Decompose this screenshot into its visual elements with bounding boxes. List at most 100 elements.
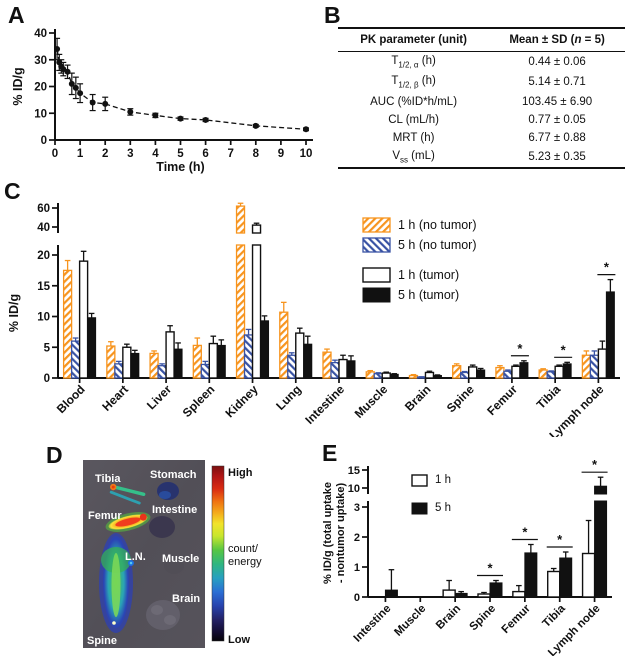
y-tick-label: 0 <box>41 135 47 147</box>
bar <box>365 371 375 379</box>
spine-organ <box>99 533 133 633</box>
bar <box>408 374 419 379</box>
bar <box>477 593 491 598</box>
bar <box>149 352 159 379</box>
colorbar-unit-line2: energy <box>228 556 262 568</box>
bar <box>114 363 124 379</box>
bar-upper-piece <box>235 205 246 234</box>
pk-parameter-cell: Vss (mL) <box>392 149 435 164</box>
bar-lower-piece <box>235 244 246 379</box>
category-label: Blood <box>54 382 88 416</box>
bar <box>373 373 383 379</box>
y-axis-label: % ID/g <box>11 67 25 105</box>
bar <box>62 269 73 379</box>
bar-lower-piece <box>594 500 608 598</box>
pk-table-row: T1/2, α (h) 0.44 ± 0.06 <box>338 52 625 73</box>
legend-swatch <box>411 502 428 515</box>
bar <box>562 363 572 379</box>
organ-label-spine: Spine <box>87 635 117 647</box>
panel-label-d: D <box>46 442 63 468</box>
y-tick-label: 40 <box>34 28 47 40</box>
bar <box>389 373 399 379</box>
bar <box>346 360 356 379</box>
bar <box>295 332 305 379</box>
bar <box>424 371 435 379</box>
category-label: Spleen <box>180 382 218 420</box>
data-point <box>64 68 71 75</box>
organ-label-intestine: Intestine <box>152 504 197 516</box>
organ-label-ln: L.N. <box>125 551 146 563</box>
bar <box>173 348 183 379</box>
pk-value-cell: 6.77 ± 0.88 <box>528 131 586 144</box>
category-label: Tibia <box>534 382 564 412</box>
legend-label: 5 h <box>435 502 451 514</box>
bar-upper-piece <box>594 485 608 495</box>
bar <box>442 589 456 598</box>
legend-label: 1 h <box>435 474 451 486</box>
tibia-organ <box>109 483 146 505</box>
bar <box>165 331 175 379</box>
y-axis-label: - nontumor uptake) <box>335 483 347 584</box>
legend-swatch <box>362 217 391 233</box>
bar <box>581 552 596 598</box>
bar <box>511 365 521 379</box>
data-point <box>252 122 259 129</box>
bar <box>554 365 564 379</box>
significance-asterisk: * <box>557 532 563 547</box>
pk-parameter-cell: T1/2, β (h) <box>391 75 436 90</box>
y-tick-label: 2 <box>354 532 360 544</box>
significance-asterisk: * <box>592 457 598 472</box>
bar <box>216 344 226 379</box>
category-label: Lung <box>273 382 304 413</box>
bar <box>581 354 592 379</box>
bar <box>467 366 478 379</box>
category-label: Liver <box>144 382 174 412</box>
pk-value-cell: 0.77 ± 0.05 <box>528 113 586 126</box>
data-point <box>102 100 109 107</box>
x-tick-label: 5 <box>177 148 184 160</box>
bar <box>432 375 442 379</box>
panel-label-a: A <box>8 2 25 28</box>
bar <box>589 354 600 379</box>
pk-value-cell: 5.23 ± 0.35 <box>528 150 586 163</box>
x-tick-label: 0 <box>52 148 58 160</box>
muscle-organ <box>164 558 184 574</box>
bar <box>546 371 556 379</box>
bar <box>384 589 398 598</box>
intestine-organ <box>149 516 175 538</box>
y-axis-label: % ID/g (total uptake <box>322 482 334 584</box>
colorbar-unit-line1: count/ <box>228 543 259 555</box>
data-point <box>202 116 209 123</box>
organ-label-tibia: Tibia <box>95 473 121 485</box>
bar <box>547 570 561 598</box>
y-tick-label: 60 <box>37 203 50 215</box>
exvivo-organ-image-panel: Tibia Stomach Femur Intestine L.N. Muscl… <box>83 460 262 648</box>
bar <box>495 366 505 379</box>
pk-parameter-cell: CL (mL/h) <box>388 113 439 126</box>
colorbar-low-label: Low <box>228 634 250 646</box>
legend-swatch <box>362 287 391 303</box>
bar <box>243 334 254 379</box>
organ-label-stomach: Stomach <box>150 469 197 481</box>
bar <box>70 340 81 379</box>
pk-parameter-cell: T1/2, α (h) <box>391 55 436 70</box>
y-tick-label: 10 <box>37 312 50 324</box>
organ-label-femur: Femur <box>88 510 122 522</box>
bar-upper-piece <box>251 224 262 234</box>
colorbar-high-label: High <box>228 467 253 479</box>
bar <box>78 260 89 379</box>
brain-organ-lobe <box>164 615 176 625</box>
y-tick-label: 0 <box>44 373 50 385</box>
bar <box>559 557 573 598</box>
pk-parameter-cell: MRT (h) <box>392 131 435 144</box>
bar <box>208 342 219 379</box>
legend-swatch <box>362 267 391 283</box>
chart-tumor-specific-uptake: 0 1 2 3 10 15 % ID/g (total uptake - nontumor u… <box>322 457 612 656</box>
category-label: Heart <box>99 382 131 414</box>
legend-swatch <box>362 237 391 253</box>
significance-asterisk: * <box>604 260 610 275</box>
bar <box>489 582 503 598</box>
x-tick-label: 9 <box>278 148 284 160</box>
legend-swatch <box>411 474 428 487</box>
data-point <box>127 108 134 115</box>
